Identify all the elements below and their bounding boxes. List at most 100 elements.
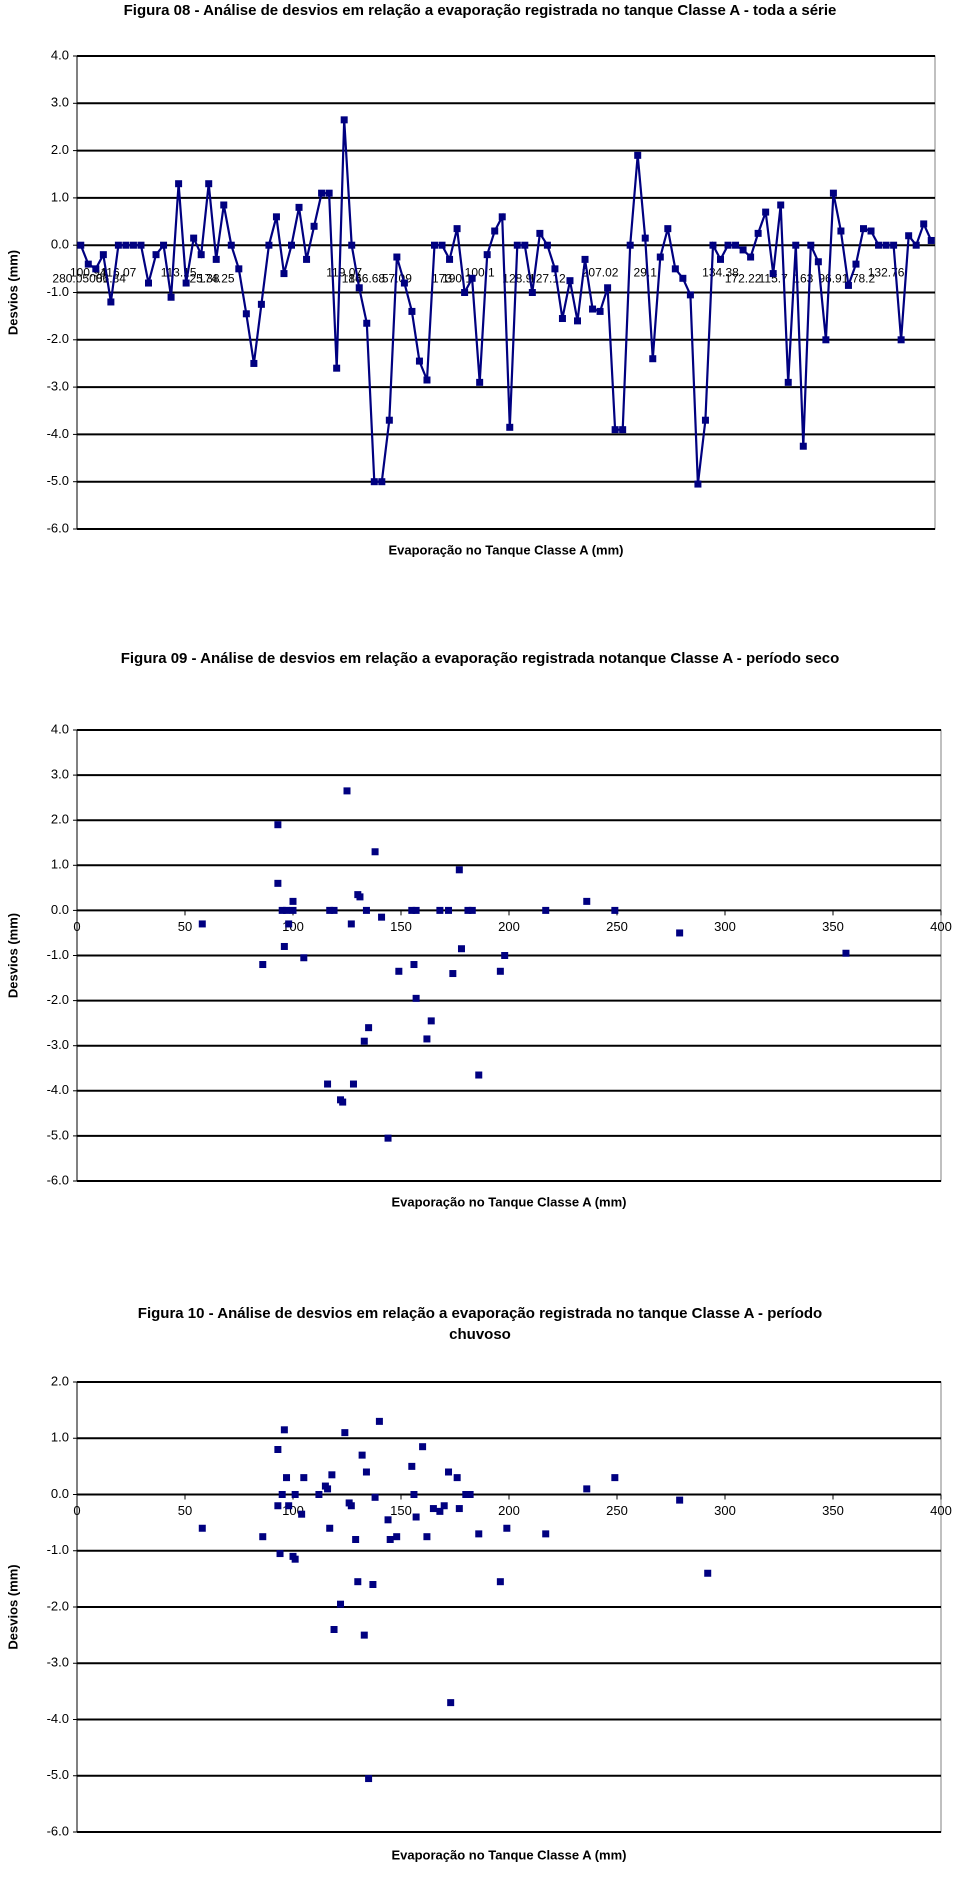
- data-point: [250, 359, 258, 367]
- data-point: [860, 225, 867, 233]
- data-point: [611, 906, 619, 914]
- data-point: [466, 1491, 474, 1498]
- data-point: [475, 1530, 483, 1538]
- data-point: [303, 255, 311, 263]
- data-point: [455, 866, 463, 874]
- chart-title-box: Figura 09 - Análise de desvios em relaçã…: [121, 650, 840, 667]
- y-tick-label: -2.0: [47, 331, 69, 346]
- x-tick-label: 119.07: [326, 265, 362, 279]
- data-point: [604, 284, 612, 292]
- data-point: [99, 251, 107, 259]
- data-point: [501, 952, 509, 959]
- x-tick-label: 132.76: [868, 265, 905, 279]
- data-point: [423, 1533, 431, 1541]
- data-point: [704, 1569, 712, 1577]
- data-point: [709, 241, 717, 249]
- y-tick-label: -1.0: [47, 284, 69, 299]
- y-tick-label: -3.0: [47, 1037, 69, 1052]
- data-point: [483, 251, 491, 259]
- data-point: [227, 241, 235, 249]
- x-tick-label: 0: [73, 919, 80, 934]
- y-tick-label: 4.0: [51, 721, 69, 736]
- data-point: [365, 1024, 373, 1032]
- x-tick-label: 174.25: [198, 271, 235, 285]
- data-point: [436, 1507, 444, 1515]
- data-point: [566, 277, 574, 285]
- data-point: [341, 1429, 349, 1437]
- chart: Figura 08 - Análise de desvios em relaçã…: [5, 2, 936, 557]
- data-point: [360, 1037, 368, 1045]
- data-point: [583, 897, 591, 905]
- data-point: [626, 241, 634, 249]
- data-point: [283, 906, 291, 914]
- data-point: [694, 480, 702, 488]
- data-point: [298, 1510, 306, 1518]
- data-point: [326, 1524, 334, 1532]
- data-point: [328, 1471, 336, 1479]
- data-point: [137, 241, 145, 249]
- data-point: [348, 241, 356, 249]
- data-point: [882, 241, 890, 249]
- data-point: [278, 1491, 286, 1498]
- data-point: [447, 1699, 455, 1707]
- data-point: [386, 1536, 394, 1543]
- x-tick-label: 250: [606, 919, 628, 934]
- data-point: [496, 1578, 504, 1586]
- data-point: [400, 279, 408, 287]
- x-tick-label: 50: [178, 919, 192, 934]
- y-tick-label: 0.0: [51, 237, 69, 252]
- x-tick-label: 172.22: [725, 271, 762, 285]
- data-point: [408, 1462, 416, 1470]
- x-tick-label: 116.07: [100, 265, 136, 279]
- data-point: [340, 116, 348, 124]
- data-point: [423, 1035, 431, 1043]
- data-point: [676, 929, 684, 937]
- y-tick-label: 3.0: [51, 95, 69, 110]
- y-tick-label: 2.0: [51, 1373, 69, 1388]
- series-line: [79, 119, 933, 485]
- data-point: [129, 241, 137, 249]
- y-tick-label: -4.0: [47, 1711, 69, 1726]
- y-tick-label: -1.0: [47, 1542, 69, 1557]
- data-point: [288, 241, 295, 249]
- data-point: [356, 893, 364, 901]
- x-axis-label: Evaporação no Tanque Classe A (mm): [391, 1847, 626, 1862]
- data-point: [412, 906, 420, 914]
- data-point: [536, 229, 544, 237]
- data-point: [354, 1578, 362, 1586]
- data-point: [551, 265, 559, 273]
- data-point: [449, 970, 457, 978]
- y-tick-label: 0.0: [51, 902, 69, 917]
- data-point: [349, 1080, 357, 1088]
- data-point: [371, 848, 379, 856]
- data-point: [476, 378, 484, 386]
- y-tick-label: 1.0: [51, 189, 69, 204]
- data-point: [905, 232, 913, 240]
- data-point: [446, 255, 454, 263]
- data-point: [462, 1491, 470, 1498]
- y-tick-label: -4.0: [47, 1082, 69, 1097]
- data-point: [445, 1468, 453, 1476]
- data-point: [543, 241, 551, 249]
- data-point: [412, 994, 420, 1002]
- data-point: [318, 189, 326, 197]
- data-point: [410, 1491, 418, 1498]
- data-point: [445, 906, 453, 914]
- data-point: [739, 246, 747, 254]
- data-point: [513, 241, 521, 249]
- data-point: [360, 1631, 368, 1639]
- x-tick-label: 96.91: [818, 271, 848, 285]
- data-point: [641, 234, 649, 242]
- data-point: [114, 241, 122, 249]
- data-point: [807, 241, 815, 249]
- y-tick-label: 1.0: [51, 1430, 69, 1445]
- x-tick-label: 150: [390, 919, 412, 934]
- data-point: [371, 1493, 379, 1501]
- data-point: [197, 251, 205, 259]
- data-point: [438, 241, 446, 249]
- data-point: [431, 241, 438, 249]
- data-point: [280, 1426, 288, 1434]
- data-point: [77, 241, 85, 249]
- data-point: [274, 821, 282, 829]
- data-point: [205, 180, 213, 188]
